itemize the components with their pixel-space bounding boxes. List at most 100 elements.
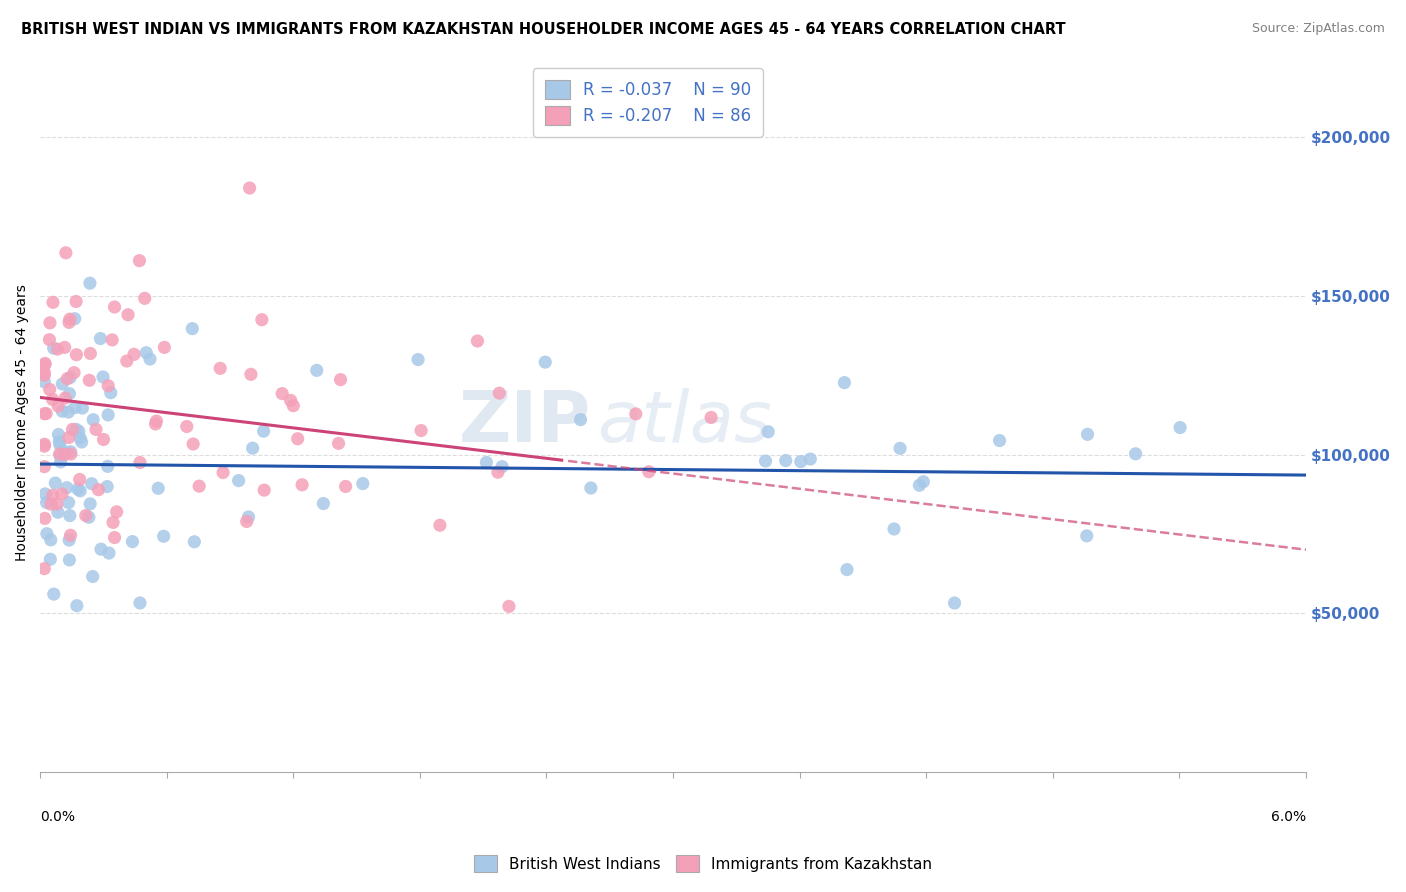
Point <box>67 425 90 439</box>
Point <box>283 399 305 413</box>
Point <box>69 431 91 445</box>
Point <box>66 599 89 613</box>
Point <box>117 308 139 322</box>
Point <box>128 253 150 268</box>
Point <box>53 340 76 354</box>
Point <box>39 497 62 511</box>
Point <box>145 417 167 431</box>
Point <box>34 511 56 525</box>
Point <box>134 291 156 305</box>
Point <box>1076 529 1098 543</box>
Point <box>100 385 122 400</box>
Point <box>624 407 647 421</box>
Point <box>34 365 56 379</box>
Point <box>754 454 776 468</box>
Point <box>467 334 489 348</box>
Point <box>42 587 65 601</box>
Point <box>700 410 723 425</box>
Point <box>59 447 82 461</box>
Point <box>148 481 170 495</box>
Point <box>491 459 513 474</box>
Point <box>58 386 80 401</box>
Point <box>42 341 65 355</box>
Point <box>46 342 69 356</box>
Point <box>579 481 602 495</box>
Point <box>91 370 114 384</box>
Point <box>122 347 145 361</box>
Point <box>59 370 82 384</box>
Legend: R = -0.037    N = 90, R = -0.207    N = 86: R = -0.037 N = 90, R = -0.207 N = 86 <box>533 69 762 136</box>
Point <box>62 422 84 436</box>
Legend: British West Indians, Immigrants from Kazakhstan: British West Indians, Immigrants from Ka… <box>467 847 939 880</box>
Point <box>48 447 70 461</box>
Point <box>51 487 73 501</box>
Point <box>139 351 162 366</box>
Point <box>56 481 79 495</box>
Point <box>34 561 56 575</box>
Point <box>58 495 80 509</box>
Point <box>988 434 1011 448</box>
Point <box>34 459 56 474</box>
Text: ZIP: ZIP <box>458 388 591 458</box>
Point <box>335 479 357 493</box>
Point <box>145 414 167 428</box>
Point <box>121 534 143 549</box>
Point <box>235 515 257 529</box>
Point <box>55 245 77 260</box>
Point <box>181 321 204 335</box>
Point <box>65 348 87 362</box>
Point <box>486 465 509 479</box>
Point <box>280 393 302 408</box>
Point <box>238 510 260 524</box>
Point <box>87 483 110 497</box>
Point <box>97 459 120 474</box>
Point <box>51 376 73 391</box>
Point <box>77 510 100 524</box>
Point <box>69 483 91 498</box>
Point <box>253 424 276 438</box>
Point <box>38 333 60 347</box>
Point <box>34 368 56 383</box>
Point <box>115 354 138 368</box>
Point <box>637 465 659 479</box>
Point <box>475 455 498 469</box>
Point <box>105 505 128 519</box>
Point <box>253 483 276 497</box>
Point <box>82 413 104 427</box>
Y-axis label: Householder Income Ages 45 - 64 years: Householder Income Ages 45 - 64 years <box>15 285 30 561</box>
Point <box>34 356 56 370</box>
Point <box>239 368 262 382</box>
Point <box>228 474 250 488</box>
Point <box>79 497 101 511</box>
Point <box>101 333 124 347</box>
Point <box>80 476 103 491</box>
Point <box>790 454 813 468</box>
Text: Source: ZipAtlas.com: Source: ZipAtlas.com <box>1251 22 1385 36</box>
Point <box>912 475 935 489</box>
Point <box>63 401 86 415</box>
Point <box>58 553 80 567</box>
Point <box>129 596 152 610</box>
Point <box>69 473 91 487</box>
Point <box>34 439 56 453</box>
Point <box>49 438 72 452</box>
Point <box>39 316 62 330</box>
Point <box>35 526 58 541</box>
Point <box>59 312 82 326</box>
Point <box>287 432 309 446</box>
Point <box>291 477 314 491</box>
Point <box>312 497 335 511</box>
Point <box>63 311 86 326</box>
Point <box>46 505 69 519</box>
Point <box>101 516 124 530</box>
Point <box>72 401 94 415</box>
Point <box>352 476 374 491</box>
Point <box>834 376 856 390</box>
Point <box>96 480 118 494</box>
Point <box>66 482 89 496</box>
Point <box>55 446 77 460</box>
Point <box>103 531 125 545</box>
Point <box>51 404 73 418</box>
Point <box>835 563 858 577</box>
Point <box>242 441 264 455</box>
